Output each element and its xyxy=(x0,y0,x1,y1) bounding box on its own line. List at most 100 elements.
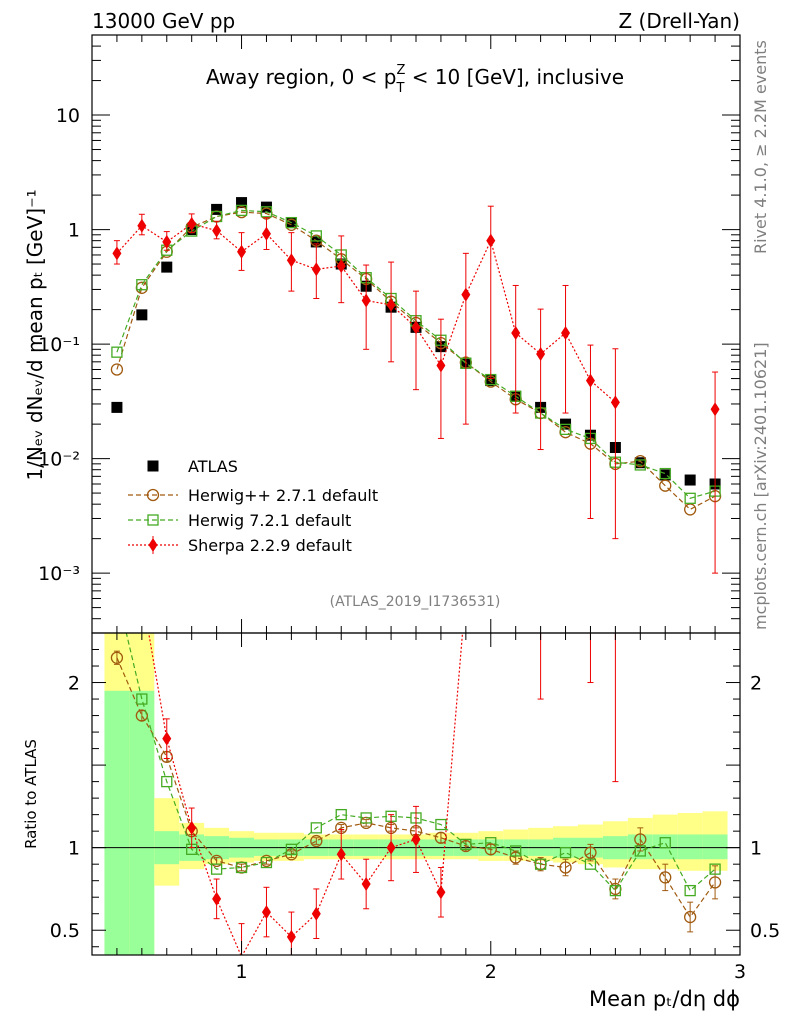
point-atlas xyxy=(211,203,223,215)
point-sherpa xyxy=(336,259,346,274)
point-sherpa xyxy=(311,262,321,277)
ratio-tick-label: 1 xyxy=(68,838,80,860)
point-sherpa xyxy=(386,297,396,312)
ratio-point-herwig7 xyxy=(435,818,447,831)
legend-label-herwig7: Herwig 7.2.1 default xyxy=(188,511,351,530)
point-atlas xyxy=(161,261,173,273)
ratio-point-herwig7 xyxy=(684,884,696,897)
y-tick-label: 10⁻¹ xyxy=(38,334,80,356)
point-sherpa xyxy=(361,293,371,308)
point-atlas xyxy=(634,457,646,469)
ratio-point-herwigpp xyxy=(634,833,647,846)
point-herwig7 xyxy=(684,492,696,504)
ratio-point-herwig7 xyxy=(559,846,572,859)
point-herwig7 xyxy=(310,230,322,242)
header-right: Z (Drell-Yan) xyxy=(618,9,740,33)
ratio-uncertainty-bands xyxy=(92,633,740,955)
mcplots-ref: mcplots.cern.ch [arXiv:2401.10621] xyxy=(751,342,770,630)
point-sherpa xyxy=(511,325,521,340)
axes: 1 2 3 10 1 10⁻¹ 10⁻² 10⁻³ 2 2 1 1 0.5 0.5 xyxy=(38,34,780,983)
band-inner xyxy=(677,834,703,860)
ratio-plot xyxy=(110,633,722,955)
point-herwig7 xyxy=(285,216,298,229)
point-atlas xyxy=(659,469,671,481)
ratio-point-herwig7 xyxy=(260,856,273,869)
title-pre: Away region, 0 < p xyxy=(206,65,397,89)
band-inner xyxy=(129,690,155,955)
ratio-point-herwigpp xyxy=(708,876,722,889)
ratio-point-herwig7 xyxy=(510,845,522,857)
point-sherpa xyxy=(585,373,595,388)
ratio-point-herwigpp xyxy=(210,854,223,868)
ratio-point-sherpa xyxy=(212,891,222,906)
point-herwigpp xyxy=(659,479,672,492)
x-tick-label: 2 xyxy=(485,961,497,983)
point-herwigpp xyxy=(110,363,124,376)
ratio-point-sherpa xyxy=(162,731,172,746)
ratio-point-herwigpp xyxy=(135,709,148,722)
ratio-tick-label: 2 xyxy=(750,673,762,695)
band-inner xyxy=(104,690,130,955)
ratio-point-herwigpp xyxy=(484,843,497,856)
legend-marker-herwigpp xyxy=(146,488,160,502)
title-sub: T xyxy=(396,81,405,96)
analysis-ref: (ATLAS_2019_I1736531) xyxy=(330,594,501,610)
point-herwigpp xyxy=(684,503,697,516)
ratio-point-herwig7 xyxy=(161,775,173,788)
legend-marker-sherpa xyxy=(148,538,158,552)
point-atlas xyxy=(684,474,696,486)
y-axis-label-main: 1/Nₑᵥ dNₑᵥ/d mean pₜ [GeV]⁻¹ xyxy=(23,189,47,480)
point-atlas xyxy=(310,236,322,248)
point-sherpa xyxy=(486,233,496,248)
ratio-point-herwig7 xyxy=(360,812,372,824)
point-herwig7 xyxy=(559,423,572,436)
ratio-point-herwigpp xyxy=(509,851,522,864)
y-tick-label: 10 xyxy=(56,105,80,127)
point-sherpa xyxy=(212,223,222,238)
point-sherpa xyxy=(237,244,247,259)
ratio-point-herwig7 xyxy=(136,693,148,705)
point-sherpa xyxy=(411,320,421,335)
point-sherpa xyxy=(112,246,122,261)
point-herwig7 xyxy=(136,279,148,291)
ratio-point-herwig7 xyxy=(634,845,646,857)
legend-marker-herwig7 xyxy=(147,514,159,526)
title-post: < 10 [GeV], inclusive xyxy=(405,65,624,89)
x-tick-label: 1 xyxy=(235,961,247,983)
ratio-tick-label: 2 xyxy=(68,673,80,695)
point-sherpa xyxy=(261,226,271,241)
ratio-point-herwig7 xyxy=(285,843,298,855)
ratio-point-herwig7 xyxy=(609,884,622,897)
point-herwig7 xyxy=(235,204,248,217)
point-sherpa xyxy=(536,346,546,361)
ratio-point-herwig7 xyxy=(335,808,347,821)
y-axis-label-ratio: Ratio to ATLAS xyxy=(22,739,40,849)
point-sherpa xyxy=(461,287,471,302)
ratio-line-herwigpp xyxy=(116,657,716,919)
band-inner xyxy=(702,834,728,860)
ratio-point-herwig7 xyxy=(584,858,597,870)
point-herwig7 xyxy=(659,467,671,480)
point-atlas xyxy=(111,401,123,413)
ratio-point-sherpa xyxy=(411,832,421,847)
ratio-point-herwig7 xyxy=(534,858,547,870)
legend-label-sherpa: Sherpa 2.2.9 default xyxy=(188,536,352,555)
ratio-point-herwigpp xyxy=(684,910,697,924)
rivet-version: Rivet 4.1.0, ≥ 2.2M events xyxy=(751,40,770,254)
point-atlas xyxy=(136,309,148,321)
ratio-point-herwig7 xyxy=(310,822,322,834)
point-atlas xyxy=(485,375,497,387)
ratio-point-herwig7 xyxy=(485,837,497,849)
y-tick-label: 10⁻³ xyxy=(38,563,80,585)
legend: ATLAS Herwig++ 2.7.1 default Herwig 7.2.1 … xyxy=(128,457,378,555)
ratio-point-herwigpp xyxy=(110,651,124,664)
point-sherpa xyxy=(436,358,446,373)
ratio-point-herwig7 xyxy=(460,838,472,851)
y-tick-label: 10⁻² xyxy=(38,449,80,471)
point-herwig7 xyxy=(111,346,123,358)
point-sherpa xyxy=(137,218,147,233)
ratio-point-herwig7 xyxy=(659,837,671,849)
point-sherpa xyxy=(710,402,720,417)
ratio-tick-label: 0.5 xyxy=(50,920,80,942)
